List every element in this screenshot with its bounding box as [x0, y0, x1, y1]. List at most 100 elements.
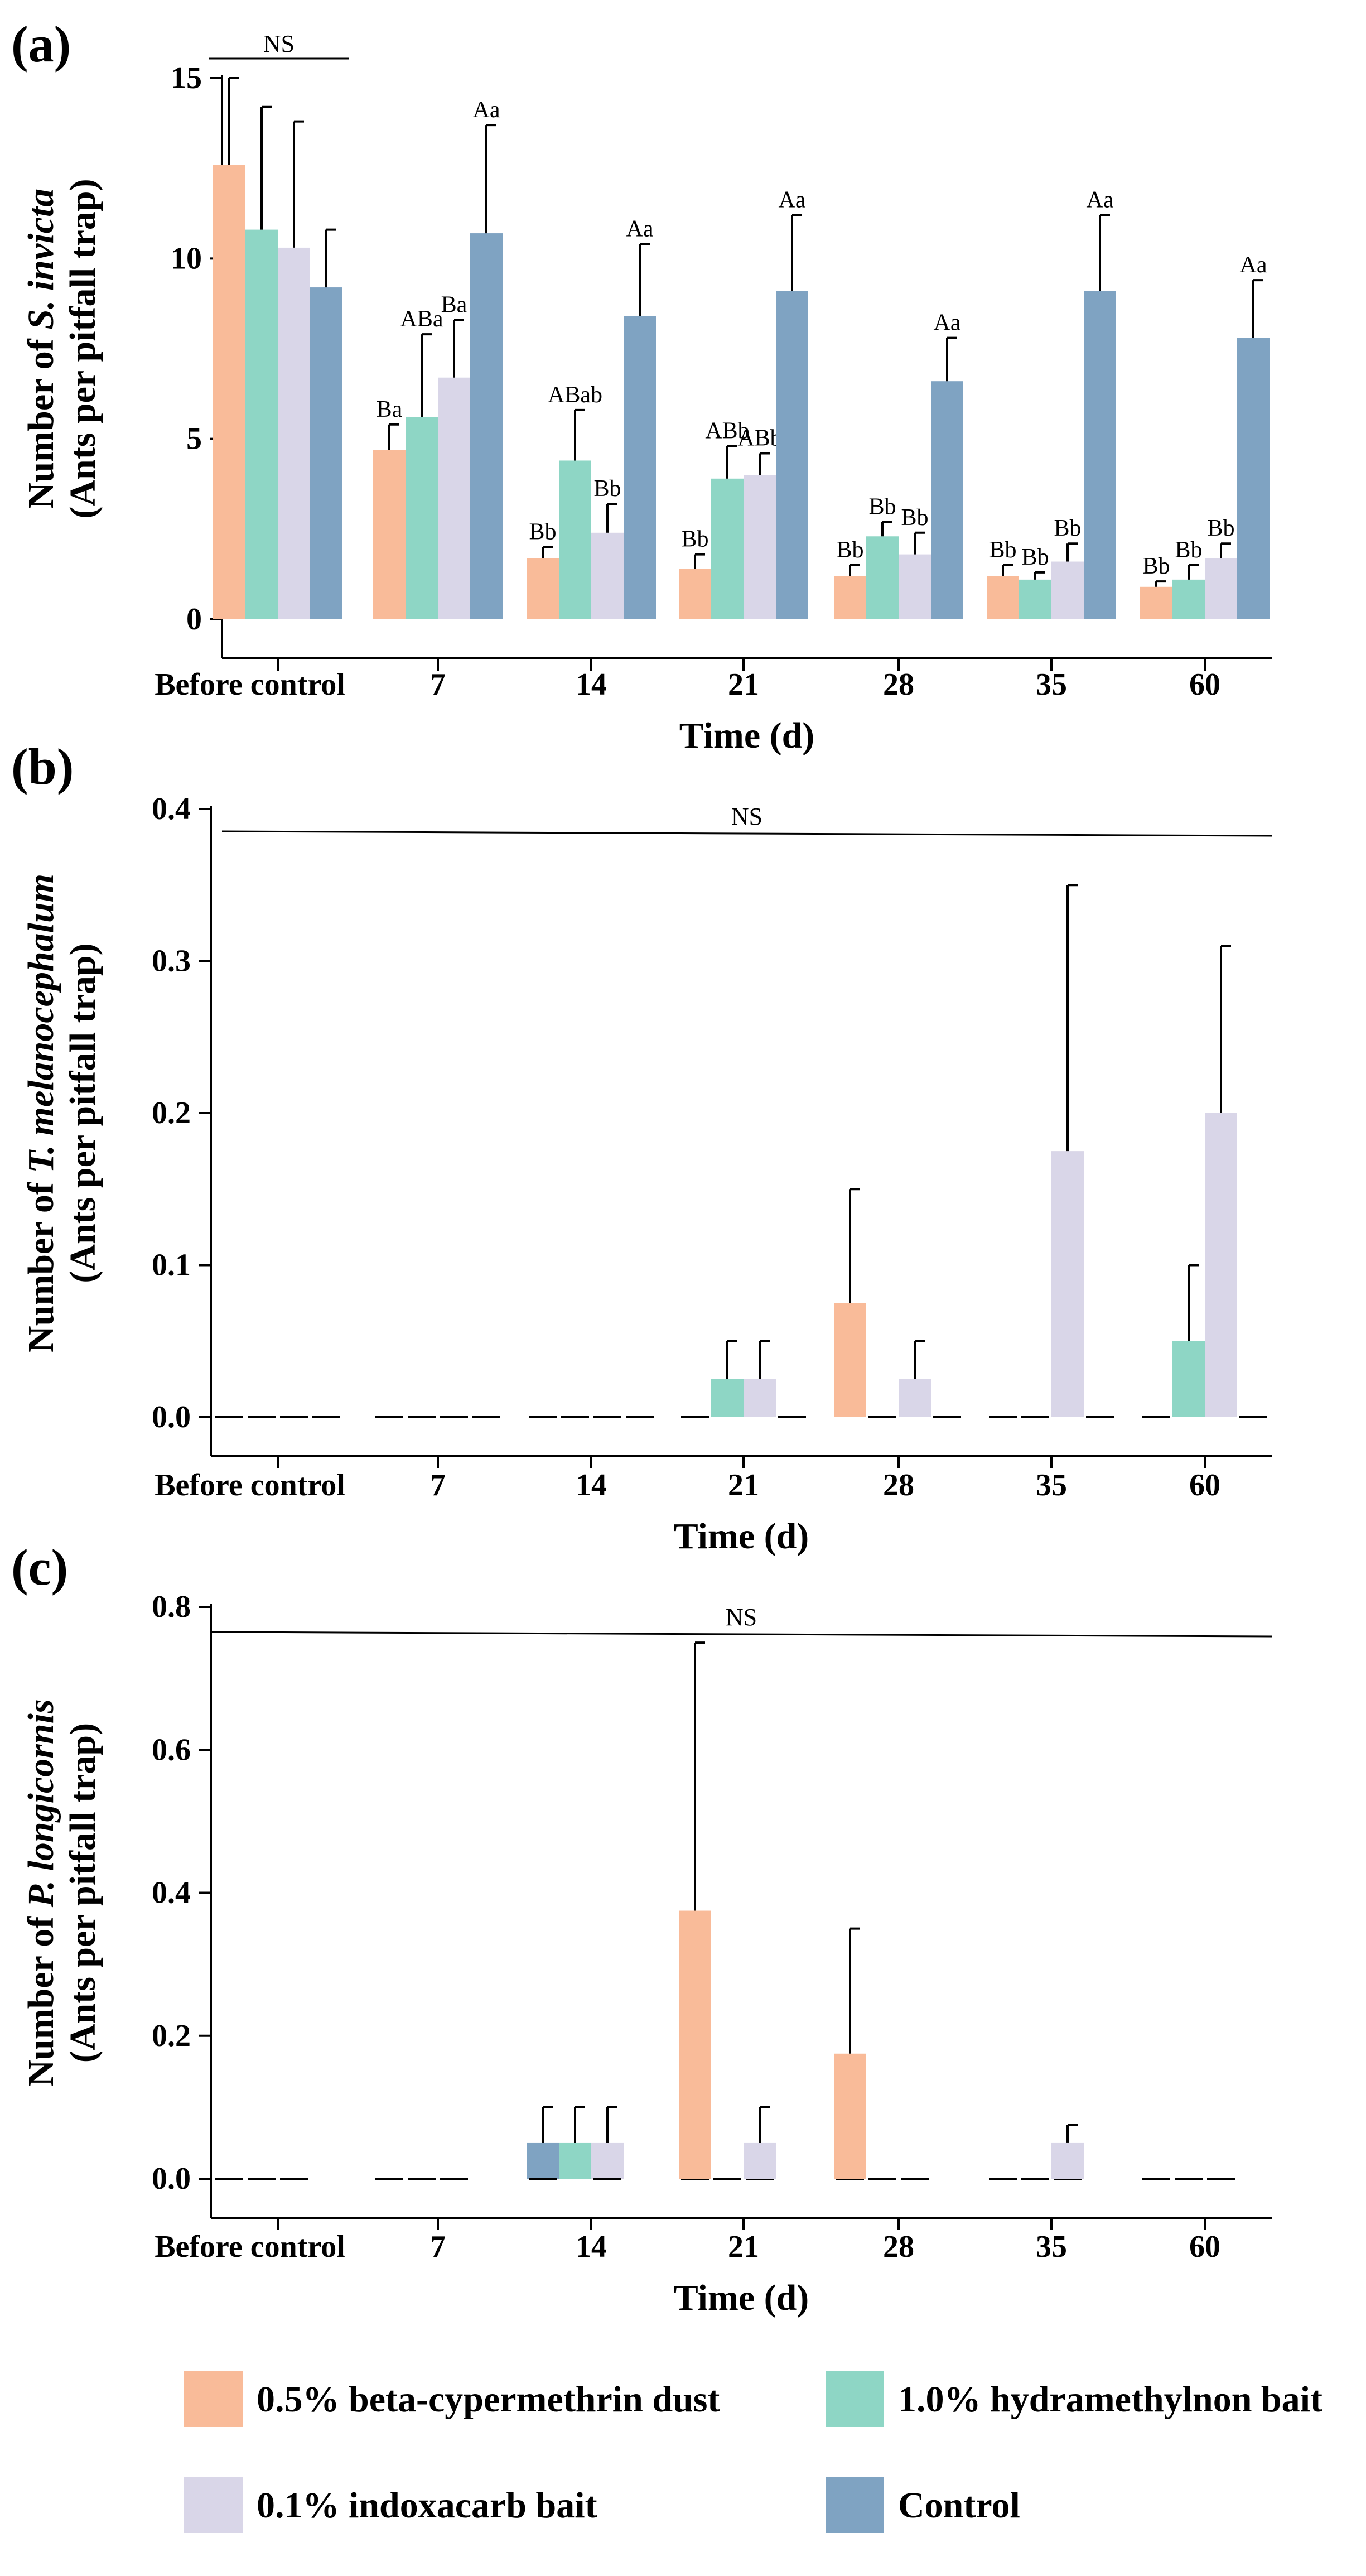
bar: [834, 576, 866, 619]
y-axis-label-prefix: Number of: [21, 1907, 61, 2086]
significance-label: Bb: [868, 494, 896, 519]
bar: [624, 316, 656, 619]
y-axis-label: Number of P. longicornis: [21, 1699, 61, 2086]
x-tick-label: 60: [1189, 1468, 1220, 1503]
bar: [1237, 338, 1270, 619]
bar: [1051, 1151, 1084, 1417]
bar: [406, 417, 438, 619]
bar: [1051, 2142, 1084, 2179]
y-tick-label: 0.4: [152, 792, 191, 826]
significance-label: Aa: [626, 216, 654, 242]
bar: [1172, 579, 1205, 619]
y-axis-label-prefix: Number of: [21, 330, 61, 509]
legend: 0.5% beta-cypermethrin dust 1.0% hydramet…: [184, 2371, 1322, 2533]
legend-swatch: [826, 2477, 884, 2533]
bar: [310, 287, 342, 619]
legend-swatch: [184, 2477, 243, 2533]
x-tick-label: Before control: [155, 1468, 345, 1503]
bar: [278, 247, 310, 619]
significance-label: ABb: [737, 426, 781, 451]
bar: [711, 1379, 744, 1417]
x-tick-label: 21: [728, 2230, 759, 2264]
significance-label: Aa: [1087, 187, 1114, 213]
y-tick-label: 0: [186, 602, 202, 637]
y-axis-label-species: S. invicta: [21, 189, 61, 330]
bar: [931, 381, 963, 619]
x-axis-label: Time (d): [674, 1516, 809, 1557]
legend-label: Control: [898, 2485, 1020, 2526]
bar: [373, 450, 406, 619]
bar: [559, 2142, 591, 2179]
x-tick-label: Before control: [155, 2230, 345, 2264]
significance-label: Bb: [529, 519, 556, 545]
x-tick-label: 21: [728, 667, 759, 702]
y-axis-label: Number of T. melanocephalum: [21, 874, 61, 1352]
x-tick-label: 60: [1189, 2230, 1220, 2264]
y-axis-label-line2: (Ants per pitfall trap): [62, 943, 103, 1283]
y-tick-label: 0.2: [152, 2019, 191, 2053]
panel-label: (c): [11, 1539, 68, 1596]
x-tick-label: 14: [576, 1468, 607, 1503]
significance-label: Aa: [779, 187, 806, 213]
significance-label: Bb: [901, 505, 928, 531]
significance-label: Bb: [1207, 516, 1234, 541]
y-tick-label: 0.0: [152, 1400, 191, 1434]
x-tick-label: 7: [430, 667, 446, 702]
x-tick-label: 7: [430, 2230, 446, 2264]
significance-label: Bb: [1021, 545, 1049, 570]
x-tick-label: 35: [1036, 1468, 1067, 1503]
significance-label: Bb: [836, 537, 863, 563]
significance-label: Bb: [989, 537, 1016, 563]
bar: [834, 1303, 866, 1417]
legend-label: 0.5% beta-cypermethrin dust: [257, 2379, 720, 2420]
significance-label: Bb: [681, 527, 708, 552]
bar: [1205, 558, 1237, 619]
y-tick-label: 0.6: [152, 1732, 191, 1767]
y-axis-label-line2: (Ants per pitfall trap): [62, 179, 103, 518]
y-tick-label: 0.0: [152, 2161, 191, 2196]
bar: [1051, 561, 1084, 619]
significance-label: ABab: [548, 382, 602, 408]
y-tick-label: 0.3: [152, 944, 191, 979]
bar: [776, 291, 808, 619]
x-tick-label: 28: [883, 2230, 914, 2264]
legend-swatch: [826, 2371, 884, 2427]
significance-label: Bb: [1175, 537, 1202, 563]
chart-panel-c: (c) 0.0 0.2 0.4 0.6 0.8 Before control 7 14 21 28 3…: [11, 1539, 1272, 2318]
y-tick-label: 0.4: [152, 1876, 191, 1910]
x-tick-label: Before control: [155, 667, 345, 702]
legend-label: 1.0% hydramethylnon bait: [898, 2379, 1322, 2420]
significance-label: Ba: [377, 397, 403, 422]
legend-label: 0.1% indoxacarb bait: [257, 2485, 597, 2526]
y-tick-label: 15: [171, 61, 202, 95]
bar: [1019, 579, 1051, 619]
x-tick-label: 14: [576, 667, 607, 702]
ns-label: NS: [726, 1604, 757, 1631]
significance-label: ABb: [705, 418, 749, 444]
bar: [245, 229, 278, 620]
bar: [987, 576, 1019, 619]
bar: [711, 478, 744, 619]
x-tick-label: 28: [883, 667, 914, 702]
y-axis-label-line2: (Ants per pitfall trap): [62, 1723, 103, 2063]
bar: [527, 558, 559, 619]
bar: [1205, 1113, 1237, 1417]
x-axis-label: Time (d): [679, 715, 815, 756]
bar: [744, 2142, 776, 2179]
bar: [438, 377, 470, 619]
bar: [866, 536, 899, 619]
panel-label: (a): [11, 16, 71, 73]
significance-label: Bb: [593, 476, 621, 502]
bar: [744, 1379, 776, 1417]
bar: [744, 475, 776, 619]
bar: [1172, 1341, 1205, 1417]
bar: [834, 2053, 866, 2179]
y-tick-label: 0.2: [152, 1096, 191, 1130]
y-tick-label: 0.1: [152, 1248, 191, 1283]
panel-label: (b): [11, 738, 74, 795]
bar: [591, 2142, 624, 2179]
ns-label: NS: [263, 30, 295, 57]
x-tick-label: 7: [430, 1468, 446, 1503]
legend-swatch: [184, 2371, 243, 2427]
